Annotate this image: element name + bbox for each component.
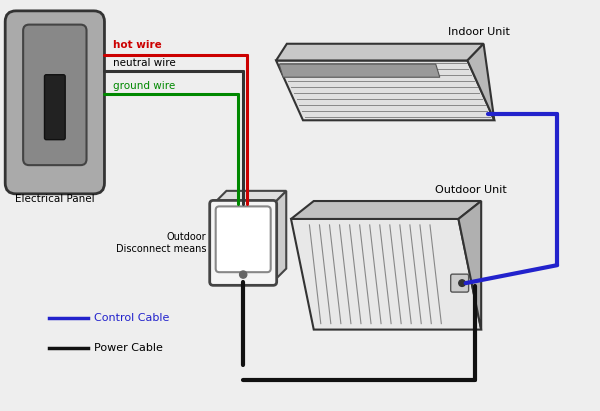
Text: Control Cable: Control Cable xyxy=(94,313,169,323)
Text: ground wire: ground wire xyxy=(113,81,176,91)
Polygon shape xyxy=(213,191,286,204)
Polygon shape xyxy=(458,201,481,330)
Polygon shape xyxy=(276,44,484,60)
FancyBboxPatch shape xyxy=(44,75,65,140)
Text: Indoor Unit: Indoor Unit xyxy=(448,27,511,37)
FancyBboxPatch shape xyxy=(451,274,469,292)
FancyBboxPatch shape xyxy=(23,25,86,165)
Text: Outdoor
Disconnect means: Outdoor Disconnect means xyxy=(116,232,206,254)
Text: Outdoor Unit: Outdoor Unit xyxy=(434,185,506,195)
FancyBboxPatch shape xyxy=(210,201,277,285)
Polygon shape xyxy=(276,60,494,120)
Text: Electrical Panel: Electrical Panel xyxy=(15,194,95,204)
Text: Power Cable: Power Cable xyxy=(94,342,163,353)
Polygon shape xyxy=(291,201,481,219)
Polygon shape xyxy=(273,191,286,282)
FancyBboxPatch shape xyxy=(215,206,271,272)
Circle shape xyxy=(239,271,247,278)
FancyBboxPatch shape xyxy=(5,11,104,194)
Polygon shape xyxy=(291,219,481,330)
Polygon shape xyxy=(279,64,440,77)
Circle shape xyxy=(459,280,466,286)
Text: hot wire: hot wire xyxy=(113,40,162,50)
Polygon shape xyxy=(467,44,494,120)
Text: neutral wire: neutral wire xyxy=(113,58,176,68)
